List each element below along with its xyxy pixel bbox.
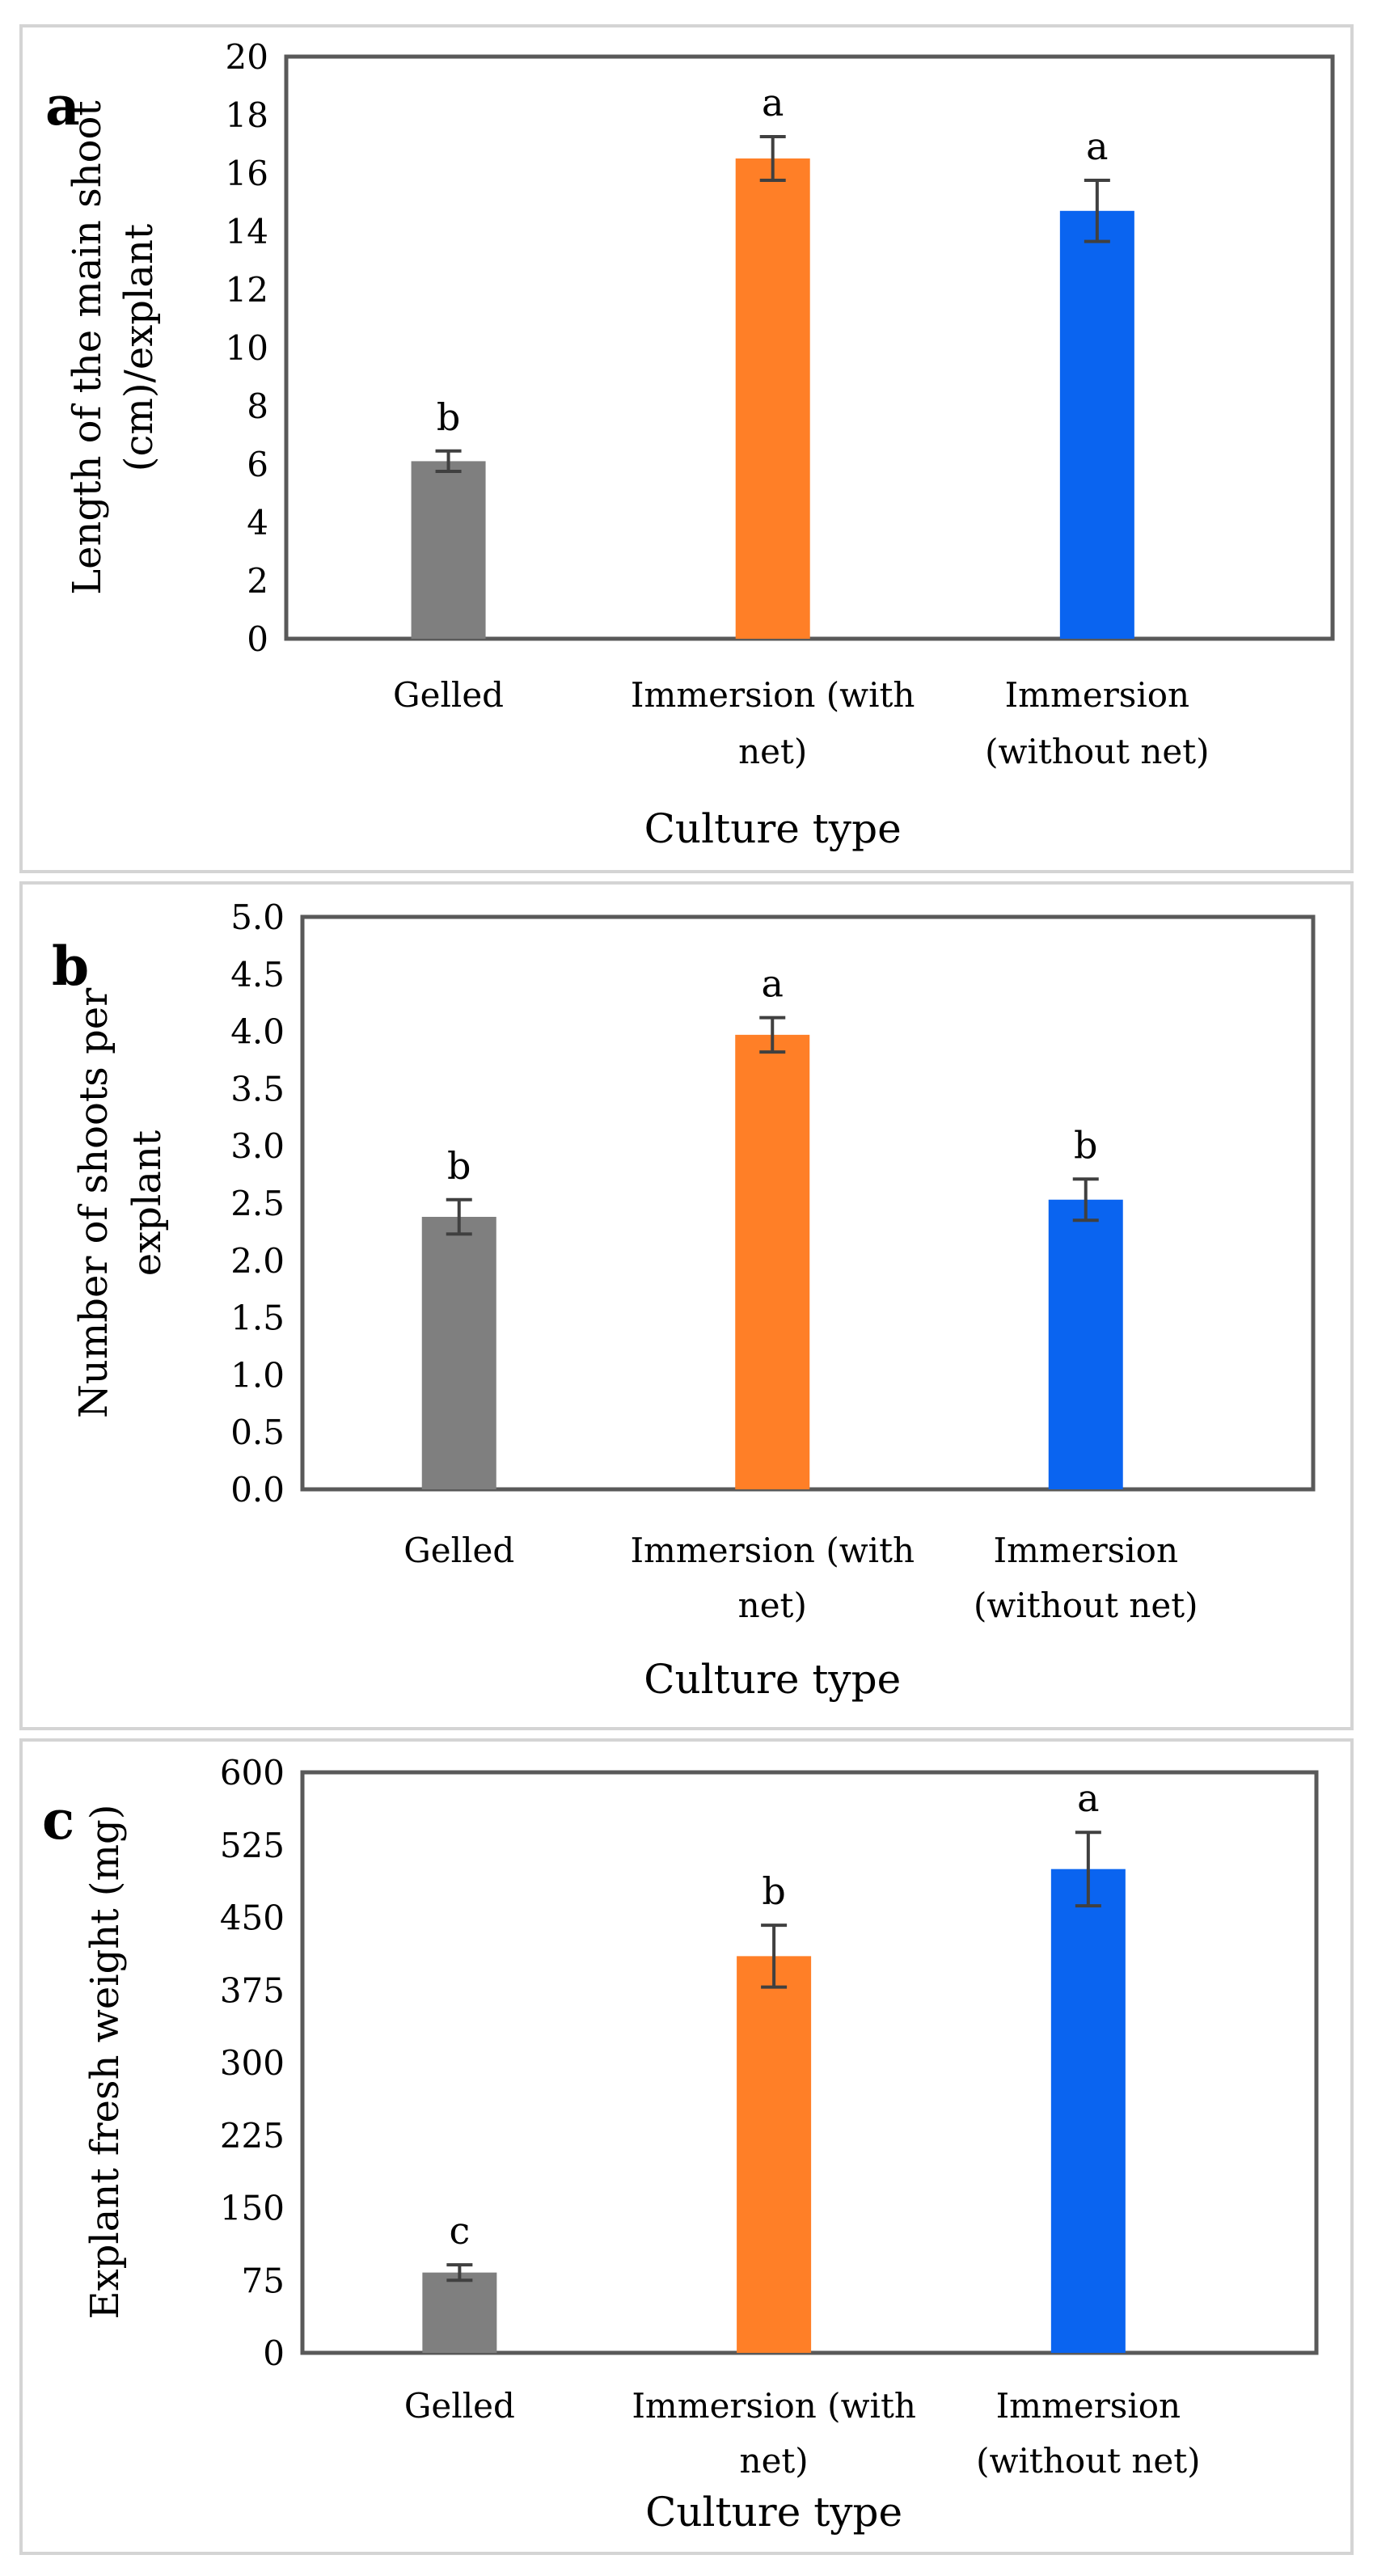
- x-tick-label-3: Immersion: [1005, 675, 1190, 715]
- y-tick-label: 2.5: [230, 1184, 285, 1223]
- y-tick-label: 6: [247, 445, 268, 484]
- x-tick-label-3: Immersion: [996, 2386, 1181, 2426]
- x-tick-label-1: Gelled: [404, 2386, 515, 2426]
- chart-c-svg: 0 75 150 225 300 375 450 525 600 c Gelled b Immersio…: [42, 1753, 1319, 2536]
- significance-letter-1: b: [437, 395, 460, 439]
- y-tick-label: 0.5: [230, 1413, 285, 1452]
- bar-3: [1059, 210, 1134, 639]
- significance-letter-3: b: [1074, 1123, 1097, 1167]
- x-tick-label-2: net): [738, 1586, 807, 1625]
- y-tick-label: 0: [247, 619, 268, 659]
- y-tick-label: 225: [220, 2116, 285, 2156]
- y-axis-label: Number of shoots per: [71, 988, 116, 1418]
- x-tick-label-2: Immersion (with: [630, 1531, 915, 1570]
- y-tick-label: 525: [220, 1826, 285, 1865]
- y-tick-label: 450: [220, 1898, 285, 1938]
- x-tick-label-2: Immersion (with: [632, 2386, 916, 2426]
- y-axis-label: explant: [125, 1130, 170, 1276]
- significance-letter-1: c: [449, 2209, 470, 2253]
- significance-letter-2: b: [762, 1869, 785, 1913]
- y-tick-label: 4.0: [230, 1012, 285, 1052]
- significance-letter-3: a: [1077, 1776, 1099, 1820]
- chart-b-svg: 0.0 0.5 1.0 1.5 2.0 2.5 3.0 3.5 4.0 4.5 5.0 b Gelled…: [52, 897, 1316, 1703]
- y-tick-label: 375: [220, 1970, 285, 2010]
- x-tick-label-1: Gelled: [393, 675, 504, 715]
- y-tick-label: 12: [226, 270, 268, 310]
- y-tick-label: 4: [247, 503, 268, 543]
- y-tick-label: 5.0: [230, 897, 285, 937]
- x-axis-label: Culture type: [644, 805, 902, 852]
- y-tick-label: 16: [226, 154, 268, 193]
- y-tick-label: 150: [220, 2189, 285, 2228]
- y-tick-label: 2.0: [230, 1241, 285, 1281]
- y-tick-label: 8: [247, 386, 268, 426]
- significance-letter-3: a: [1086, 125, 1108, 168]
- y-tick-label: 18: [226, 95, 268, 135]
- significance-letter-2: a: [762, 81, 784, 125]
- y-tick-label: 1.5: [230, 1299, 285, 1338]
- y-tick-label: 3.5: [230, 1069, 285, 1109]
- panel-letter: c: [42, 1788, 74, 1852]
- bar-3: [1050, 1869, 1126, 2353]
- y-axis-label: Explant fresh weight (mg): [82, 1805, 128, 2320]
- y-tick-label: 0: [263, 2333, 285, 2373]
- y-axis-label: Length of the main shoot: [65, 100, 110, 594]
- panel-letter: b: [52, 935, 89, 998]
- x-axis-label: Culture type: [644, 1656, 901, 1703]
- significance-letter-2: a: [762, 962, 784, 1006]
- y-tick-label: 2: [247, 561, 268, 601]
- bar-2: [735, 158, 810, 639]
- y-tick-label: 3.0: [230, 1126, 285, 1166]
- y-tick-label: 1.0: [230, 1355, 285, 1395]
- bar-1: [422, 2272, 497, 2353]
- y-tick-label: 75: [242, 2261, 285, 2300]
- x-tick-label-2: net): [738, 732, 807, 771]
- x-axis-label: Culture type: [645, 2489, 902, 2536]
- y-axis-label: (cm)/explant: [116, 224, 162, 471]
- x-tick-label-3: (without net): [985, 732, 1209, 771]
- chart-panel-a: 0 2 4 6 8 10 12 14 16 18 20 b Gelled a Immersion (with…: [19, 24, 1354, 873]
- x-tick-label-2: Immersion (with: [631, 675, 915, 715]
- x-tick-label-3: (without net): [974, 1586, 1198, 1625]
- y-tick-label: 4.5: [230, 955, 285, 995]
- chart-panel-c: 0 75 150 225 300 375 450 525 600 c Gelled b Immersio…: [19, 1738, 1354, 2555]
- x-tick-label-2: net): [740, 2441, 809, 2481]
- chart-panel-b: 0.0 0.5 1.0 1.5 2.0 2.5 3.0 3.5 4.0 4.5 5.0 b Gelled…: [19, 881, 1354, 1730]
- y-tick-label: 0.0: [230, 1470, 285, 1510]
- bar-3: [1048, 1199, 1123, 1489]
- x-tick-label-3: (without net): [976, 2441, 1200, 2481]
- bar-1: [411, 461, 486, 639]
- bar-2: [735, 1034, 810, 1489]
- x-tick-label-3: Immersion: [994, 1531, 1179, 1570]
- bar-1: [421, 1216, 496, 1489]
- y-tick-label: 300: [220, 2043, 285, 2083]
- chart-a-svg: 0 2 4 6 8 10 12 14 16 18 20 b Gelled a Immersion (with…: [45, 37, 1335, 852]
- y-tick-label: 14: [226, 212, 268, 251]
- bar-2: [737, 1956, 812, 2353]
- y-tick-label: 20: [226, 37, 268, 77]
- y-tick-label: 10: [226, 328, 268, 368]
- y-tick-label: 600: [220, 1753, 285, 1793]
- panel-letter: a: [45, 74, 80, 137]
- x-tick-label-1: Gelled: [403, 1531, 514, 1570]
- significance-letter-1: b: [447, 1144, 471, 1188]
